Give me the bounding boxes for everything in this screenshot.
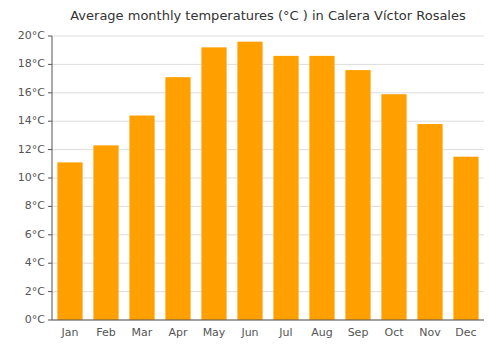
x-tick-label: May xyxy=(203,326,226,339)
x-tick-label: Nov xyxy=(419,326,441,339)
x-tick-label: Sep xyxy=(348,326,369,339)
y-tick-label: 0°C xyxy=(25,313,45,326)
bar xyxy=(57,162,82,320)
x-tick-label: Apr xyxy=(168,326,188,339)
x-tick-label: Oct xyxy=(384,326,404,339)
bar xyxy=(201,47,226,320)
y-tick-label: 20°C xyxy=(18,29,45,42)
y-tick xyxy=(48,64,52,65)
y-tick-label: 6°C xyxy=(25,228,45,241)
y-tick-label: 8°C xyxy=(25,199,45,212)
y-tick xyxy=(48,92,52,93)
bar xyxy=(237,42,262,320)
bar xyxy=(417,124,442,320)
bar xyxy=(273,56,298,320)
y-tick xyxy=(48,121,52,122)
bar xyxy=(345,70,370,320)
y-tick xyxy=(48,206,52,207)
x-tick-label: Dec xyxy=(455,326,476,339)
y-axis: 0°C 2°C 4°C 6°C 8°C 10°C 12°C 14°C 16°C 18°C 20°C xyxy=(18,29,52,326)
y-tick xyxy=(48,149,52,150)
bars xyxy=(57,42,478,320)
y-tick-label: 18°C xyxy=(18,57,45,70)
x-axis: Jan Feb Mar Apr May Jun Jul Aug Sep Oct Nov Dec xyxy=(52,320,484,339)
y-tick xyxy=(48,320,52,321)
y-axis-line xyxy=(52,36,53,320)
bar xyxy=(93,145,118,320)
x-tick-label: Feb xyxy=(96,326,115,339)
grid-line xyxy=(52,320,484,321)
y-tick xyxy=(48,178,52,179)
y-tick-label: 16°C xyxy=(18,86,45,99)
bar xyxy=(165,77,190,320)
bar xyxy=(309,56,334,320)
x-tick-label: Jun xyxy=(240,326,258,339)
x-tick-label: Jul xyxy=(278,326,292,339)
bar xyxy=(129,116,154,320)
y-tick-label: 14°C xyxy=(18,114,45,127)
y-tick xyxy=(48,291,52,292)
y-tick-label: 10°C xyxy=(18,171,45,184)
bar xyxy=(381,94,406,320)
grid-line xyxy=(52,121,484,122)
bar xyxy=(453,157,478,320)
x-tick-label: Mar xyxy=(132,326,153,339)
y-tick-label: 4°C xyxy=(25,256,45,269)
y-tick xyxy=(48,234,52,235)
x-tick-label: Jan xyxy=(61,326,79,339)
y-tick-label: 2°C xyxy=(25,285,45,298)
x-axis-line xyxy=(52,320,484,321)
y-tick xyxy=(48,263,52,264)
title: Average monthly temperatures (°C ) in Ca… xyxy=(70,8,466,23)
grid-line xyxy=(52,64,484,65)
grid-line xyxy=(52,36,484,37)
chart: 0°C 2°C 4°C 6°C 8°C 10°C 12°C 14°C 16°C 18°C 20°C J… xyxy=(0,0,500,350)
x-tick-label: Aug xyxy=(311,326,332,339)
y-tick xyxy=(48,36,52,37)
grid-line xyxy=(52,92,484,93)
y-tick-label: 12°C xyxy=(18,143,45,156)
y-grid xyxy=(52,36,484,320)
